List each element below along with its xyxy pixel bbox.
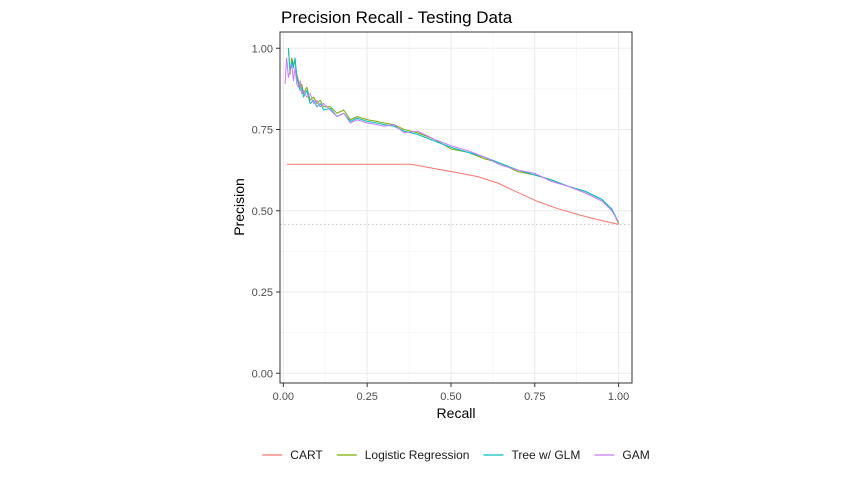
grid-lines [280,32,632,383]
series-line-logistic-regression [287,48,620,224]
y-tick-label: 0.50 [252,206,273,218]
x-axis-ticks: 0.00 0.25 0.50 0.75 1.00 [273,383,629,403]
legend-label-cart: CART [290,448,323,462]
series-line-tree-w-glm [287,48,620,223]
x-tick-label: 0.25 [356,391,377,403]
series-line-gam [284,57,620,223]
legend-label-tree-w-glm: Tree w/ GLM [511,448,580,462]
legend-label-gam: GAM [622,448,649,462]
legend: CART Logistic Regression Tree w/ GLM GAM [262,448,650,462]
chart-title: Precision Recall - Testing Data [281,8,513,27]
y-tick-label: 0.00 [252,368,273,380]
x-axis-title: Recall [437,405,476,421]
y-tick-label: 0.75 [252,125,273,137]
y-axis-title: Precision [231,178,247,236]
series-line-cart [286,163,619,225]
y-tick-label: 0.25 [252,287,273,299]
series-lines [284,48,620,225]
x-tick-label: 0.00 [273,391,294,403]
x-tick-label: 0.50 [440,391,461,403]
y-tick-label: 1.00 [252,43,273,55]
panel-border [279,31,633,384]
x-tick-label: 0.75 [524,391,545,403]
x-tick-label: 1.00 [608,391,629,403]
y-axis-ticks: 0.00 0.25 0.50 0.75 1.00 [252,43,280,380]
legend-label-logistic-regression: Logistic Regression [365,448,470,462]
